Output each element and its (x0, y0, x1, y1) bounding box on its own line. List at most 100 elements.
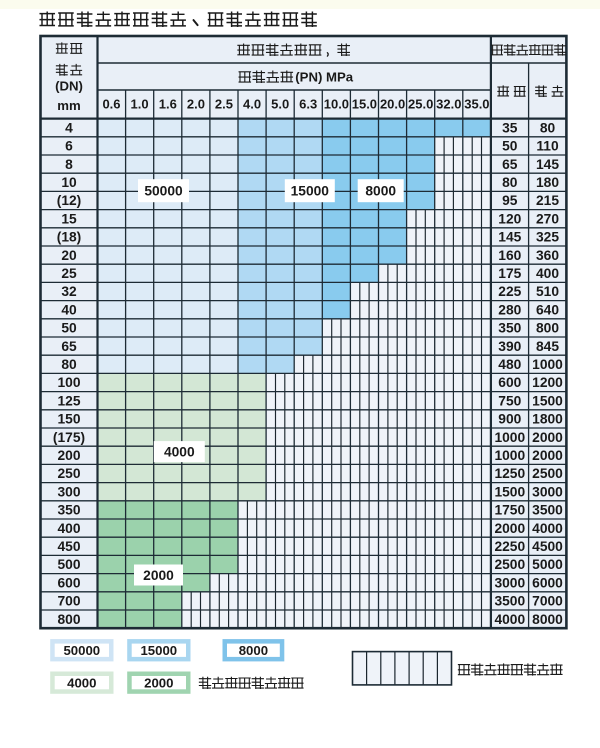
svg-text:10.0: 10.0 (324, 97, 349, 112)
svg-text:2500: 2500 (532, 466, 563, 481)
svg-text:50000: 50000 (144, 184, 183, 199)
svg-text:40: 40 (61, 302, 77, 317)
svg-text:50: 50 (61, 321, 77, 336)
svg-text:35.0: 35.0 (464, 97, 489, 112)
svg-text:100: 100 (57, 375, 80, 390)
svg-text:1.6: 1.6 (159, 97, 177, 112)
svg-text:2.5: 2.5 (215, 97, 233, 112)
svg-text:4000: 4000 (494, 612, 525, 627)
svg-text:2250: 2250 (494, 539, 525, 554)
svg-text:65: 65 (502, 157, 518, 172)
svg-text:125: 125 (57, 393, 80, 408)
svg-text:1250: 1250 (494, 466, 525, 481)
svg-text:4000: 4000 (67, 675, 96, 690)
svg-text:4: 4 (65, 120, 73, 135)
svg-text:5000: 5000 (532, 557, 563, 572)
svg-text:500: 500 (57, 557, 80, 572)
svg-text:250: 250 (57, 466, 80, 481)
svg-text:32.0: 32.0 (436, 97, 461, 112)
svg-text:360: 360 (536, 248, 559, 263)
svg-text:845: 845 (536, 339, 559, 354)
svg-text:1800: 1800 (532, 412, 563, 427)
svg-text:280: 280 (498, 302, 521, 317)
svg-text:120: 120 (498, 211, 521, 226)
svg-text:4500: 4500 (532, 539, 563, 554)
svg-text:800: 800 (536, 321, 559, 336)
svg-text:25.0: 25.0 (408, 97, 433, 112)
svg-text:95: 95 (502, 193, 518, 208)
svg-text:4000: 4000 (532, 521, 563, 536)
svg-text:600: 600 (57, 575, 80, 590)
svg-text:3000: 3000 (532, 484, 563, 499)
svg-text:200: 200 (57, 448, 80, 463)
svg-text:(12): (12) (57, 193, 82, 208)
svg-text:7000: 7000 (532, 594, 563, 609)
svg-text:400: 400 (57, 521, 80, 536)
svg-text:6: 6 (65, 139, 73, 154)
svg-text:25: 25 (61, 266, 77, 281)
svg-text:50: 50 (502, 139, 518, 154)
svg-text:15: 15 (61, 211, 77, 226)
svg-text:3500: 3500 (532, 503, 563, 518)
svg-text:700: 700 (57, 594, 80, 609)
svg-text:400: 400 (536, 266, 559, 281)
svg-text:2000: 2000 (144, 675, 173, 690)
svg-text:4000: 4000 (164, 444, 195, 459)
svg-text:480: 480 (498, 357, 521, 372)
svg-text:510: 510 (536, 284, 559, 299)
svg-text:350: 350 (57, 503, 80, 518)
svg-text:180: 180 (536, 175, 559, 190)
svg-text:35: 35 (502, 120, 518, 135)
svg-text:(DN): (DN) (55, 79, 83, 94)
svg-text:2000: 2000 (143, 568, 174, 583)
svg-text:8: 8 (65, 157, 73, 172)
svg-text:80: 80 (502, 175, 518, 190)
svg-text:8000: 8000 (365, 184, 396, 199)
svg-text:8000: 8000 (239, 643, 268, 658)
svg-text:(18): (18) (57, 230, 82, 245)
svg-text:1200: 1200 (532, 375, 563, 390)
svg-text:1.0: 1.0 (131, 97, 149, 112)
svg-text:2000: 2000 (532, 448, 563, 463)
svg-text:2.0: 2.0 (187, 97, 205, 112)
svg-text:15000: 15000 (140, 643, 177, 658)
svg-text:32: 32 (61, 284, 77, 299)
svg-text:2000: 2000 (532, 430, 563, 445)
svg-text:6000: 6000 (532, 575, 563, 590)
svg-text:80: 80 (540, 120, 556, 135)
svg-text:15.0: 15.0 (352, 97, 377, 112)
svg-text:1500: 1500 (532, 393, 563, 408)
svg-text:145: 145 (536, 157, 559, 172)
svg-text:175: 175 (498, 266, 521, 281)
svg-text:5.0: 5.0 (271, 97, 289, 112)
svg-text:2500: 2500 (494, 557, 525, 572)
svg-text:(PN) MPa: (PN) MPa (295, 70, 354, 85)
svg-text:1000: 1000 (494, 430, 525, 445)
svg-text:65: 65 (61, 339, 77, 354)
svg-text:10: 10 (61, 175, 77, 190)
svg-text:750: 750 (498, 393, 521, 408)
svg-text:160: 160 (498, 248, 521, 263)
svg-text:2000: 2000 (494, 521, 525, 536)
svg-text:80: 80 (61, 357, 77, 372)
svg-text:3000: 3000 (494, 575, 525, 590)
svg-text:3500: 3500 (494, 594, 525, 609)
svg-text:270: 270 (536, 211, 559, 226)
svg-text:20.0: 20.0 (380, 97, 405, 112)
svg-text:4.0: 4.0 (243, 97, 261, 112)
svg-text:50000: 50000 (63, 643, 100, 658)
svg-text:300: 300 (57, 484, 80, 499)
svg-text:215: 215 (536, 193, 559, 208)
svg-text:1750: 1750 (494, 503, 525, 518)
svg-text:800: 800 (57, 612, 80, 627)
svg-text:20: 20 (61, 248, 77, 263)
svg-text:mm: mm (57, 98, 80, 113)
svg-text:8000: 8000 (532, 612, 563, 627)
svg-text:6.3: 6.3 (299, 97, 317, 112)
svg-text:145: 145 (498, 230, 521, 245)
svg-text:1000: 1000 (494, 448, 525, 463)
svg-text:1500: 1500 (494, 484, 525, 499)
svg-text:150: 150 (57, 412, 80, 427)
svg-text:325: 325 (536, 230, 559, 245)
svg-text:225: 225 (498, 284, 521, 299)
